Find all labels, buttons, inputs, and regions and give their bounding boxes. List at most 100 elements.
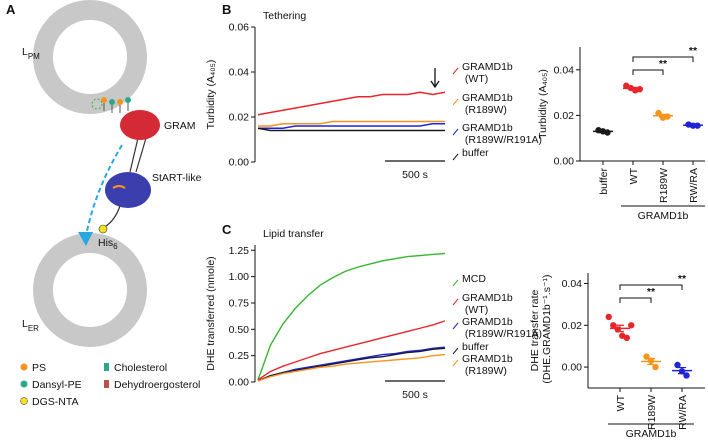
legend-label: GRAMD1b (WT) bbox=[462, 61, 513, 85]
significance-bracket bbox=[632, 69, 664, 75]
legend-label: PS bbox=[32, 362, 46, 374]
text-line: (DHE.GRAMD1b⁻¹.s⁻¹) bbox=[541, 274, 553, 386]
y-tick-label: 0.50 bbox=[229, 324, 250, 336]
text-line: (R189W) bbox=[462, 104, 507, 116]
y-tick-label: 0.00 bbox=[229, 377, 250, 389]
membrane-label: LER bbox=[22, 318, 39, 333]
legend-connector bbox=[452, 347, 459, 355]
y-tick-label: 1.25 bbox=[229, 245, 250, 257]
x-tick-label: RW/RA bbox=[688, 168, 700, 203]
arrow-head bbox=[78, 232, 93, 246]
y-axis-label: DHE transferred (nmole) bbox=[205, 256, 217, 370]
sem-bar bbox=[678, 366, 686, 375]
subscript: 6 bbox=[113, 242, 118, 251]
series-line bbox=[257, 320, 446, 381]
legend-connector bbox=[452, 322, 459, 330]
domain-label: StART-like bbox=[152, 172, 202, 184]
y-tick-label: 0.25 bbox=[229, 350, 250, 362]
sem-bar bbox=[599, 130, 607, 133]
text-line: (R189W) bbox=[462, 365, 507, 377]
arrow bbox=[85, 144, 123, 237]
chart-title: Lipid transfer bbox=[263, 228, 324, 240]
legend-label: GRAMD1b (R189W) bbox=[462, 92, 513, 116]
legend-label: GRAMD1b (R189W/R191A) bbox=[462, 122, 542, 146]
text-line: GRAMD1b bbox=[462, 61, 513, 73]
data-point bbox=[636, 85, 643, 93]
series-line bbox=[257, 353, 446, 382]
series-line bbox=[258, 120, 445, 127]
legend-label: Dansyl-PE bbox=[32, 379, 82, 391]
dgs-nta bbox=[98, 224, 108, 234]
y-tick-label: 0.06 bbox=[229, 22, 250, 34]
series-line bbox=[257, 347, 446, 382]
scale-bar-label: 500 s bbox=[402, 389, 428, 401]
y-tick-label: 0.04 bbox=[562, 278, 583, 290]
text-line: GRAMD1b bbox=[462, 353, 513, 365]
significance-label: ** bbox=[647, 286, 656, 298]
marker-arrow bbox=[430, 68, 440, 89]
diagram: LPM LER GRAM StART-like His6 PS Dansyl-P… bbox=[20, 0, 202, 408]
subscript: ER bbox=[28, 324, 39, 333]
legend-connector bbox=[452, 153, 459, 161]
text-line: DHE transfer rate bbox=[529, 289, 541, 371]
panel-letter: B bbox=[222, 2, 231, 17]
legend-connector bbox=[452, 128, 459, 136]
y-tick-label: 0.02 bbox=[554, 110, 575, 122]
text-line: (R189W/R191A) bbox=[462, 328, 542, 340]
gram-domain bbox=[120, 110, 160, 140]
y-axis-label: Turbidity (A₄₀₅) bbox=[537, 69, 549, 139]
linker bbox=[129, 137, 147, 173]
y-tick-label: 0.00 bbox=[554, 156, 575, 168]
membrane-label: LPM bbox=[22, 46, 40, 61]
legend-label: buffer bbox=[462, 147, 489, 159]
panel-letter: A bbox=[6, 2, 16, 17]
legend-label: MCD bbox=[462, 273, 486, 285]
text-line: GRAMD1b bbox=[462, 92, 513, 104]
significance-bracket bbox=[619, 284, 683, 290]
text-line: (WT) bbox=[462, 73, 488, 85]
legend-label: Dehydroergosterol bbox=[114, 379, 200, 391]
y-tick-label: 0.75 bbox=[229, 297, 250, 309]
legend-label: Cholesterol bbox=[114, 362, 167, 374]
x-tick-label: WT bbox=[615, 394, 627, 411]
text-line: GRAMD1b bbox=[462, 122, 513, 134]
y-tick-label: 1.00 bbox=[229, 271, 250, 283]
lipids bbox=[91, 97, 131, 113]
legend-label: GRAMD1b (R189W) bbox=[462, 353, 513, 377]
tag-label: His6 bbox=[98, 237, 118, 251]
legend-connector bbox=[452, 359, 459, 367]
y-tick-label: 0.00 bbox=[229, 157, 250, 169]
group-label: GRAMD1b bbox=[638, 210, 689, 222]
data-point bbox=[628, 322, 635, 329]
series-line bbox=[257, 127, 445, 132]
data-point bbox=[623, 334, 630, 342]
significance-bracket bbox=[619, 297, 652, 303]
linker bbox=[105, 205, 121, 227]
data-point bbox=[605, 313, 612, 321]
legend-connector bbox=[452, 279, 459, 287]
sem-bar bbox=[629, 86, 637, 90]
scale-bar-label: 500 s bbox=[402, 169, 428, 181]
start-domain bbox=[105, 172, 151, 208]
sem-bar bbox=[689, 124, 697, 127]
y-tick-label: 0.02 bbox=[229, 112, 250, 124]
x-tick-label: R189W bbox=[658, 168, 670, 203]
sem-bar bbox=[659, 113, 667, 118]
symbol: His bbox=[98, 237, 113, 249]
group-label: GRAMD1b bbox=[626, 428, 677, 440]
domain-label: GRAM bbox=[164, 120, 196, 132]
membrane-pm bbox=[33, 0, 147, 114]
legend-label: buffer bbox=[462, 341, 489, 353]
sem-bar bbox=[647, 357, 655, 366]
sem-bar bbox=[616, 324, 624, 333]
legend-connector bbox=[452, 298, 459, 306]
y-tick-label: 0.04 bbox=[554, 64, 575, 76]
x-tick-label: buffer bbox=[598, 168, 610, 195]
legend-connector bbox=[452, 98, 459, 106]
data-point bbox=[652, 363, 659, 371]
y-tick-label: 0.02 bbox=[562, 320, 583, 332]
data-point bbox=[610, 322, 617, 329]
y-tick-label: 0.00 bbox=[562, 362, 583, 374]
y-axis-label: DHE transfer rate (DHE.GRAMD1b⁻¹.s⁻¹) bbox=[529, 274, 553, 386]
